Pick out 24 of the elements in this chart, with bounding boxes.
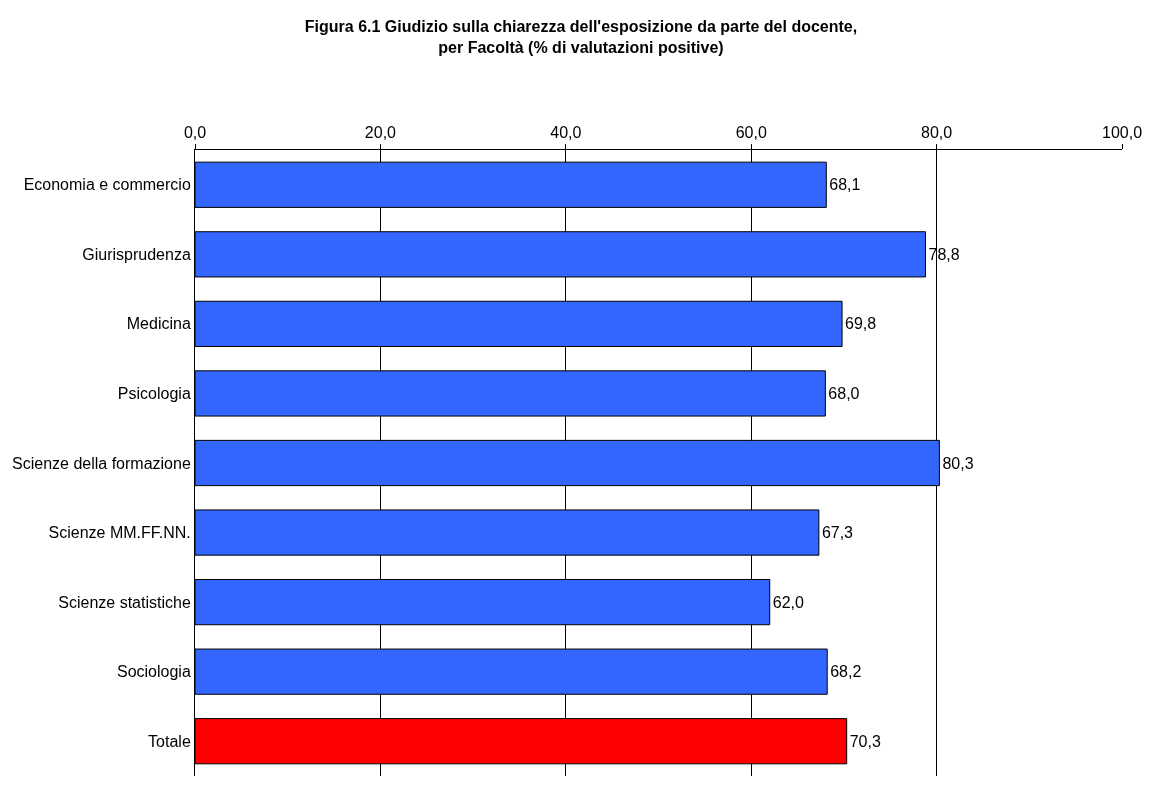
data-label: 62,0 (772, 593, 804, 611)
data-label: 69,8 (845, 315, 877, 333)
y-tick-label: Scienze della formazione (12, 454, 191, 472)
y-tick-label: Medicina (126, 315, 191, 333)
x-tick-label: 0,0 (183, 123, 207, 141)
data-label: 68,0 (828, 384, 860, 402)
data-label: 67,3 (821, 524, 854, 542)
data-label: 68,1 (829, 176, 861, 194)
y-tick-label: Psicologia (117, 385, 191, 403)
y-tick-label: Scienze statistiche (58, 593, 191, 611)
data-label: 68,2 (830, 663, 862, 681)
y-tick-label: Totale (148, 732, 191, 750)
x-tick-label: 80,0 (921, 123, 953, 141)
data-label: 80,3 (942, 454, 974, 472)
y-tick-label: Giurisprudenza (82, 245, 191, 263)
x-tick-label: 20,0 (364, 123, 397, 141)
x-tick-label: 60,0 (735, 123, 767, 141)
x-tick-label: 100,0 (1101, 123, 1143, 141)
data-label: 70,3 (849, 732, 881, 750)
y-tick-label: Economia e commercio (23, 176, 191, 194)
chart-title: Figura 6.1 Giudizio sulla chiarezza dell'esposizione da parte del docente, per Facoltà (% di valutazioni positive) (304, 17, 858, 56)
x-tick-label: 40,0 (550, 123, 582, 141)
y-tick-label: Sociologia (116, 663, 191, 681)
y-tick-label: Scienze MM.FF.NN. (48, 524, 191, 542)
